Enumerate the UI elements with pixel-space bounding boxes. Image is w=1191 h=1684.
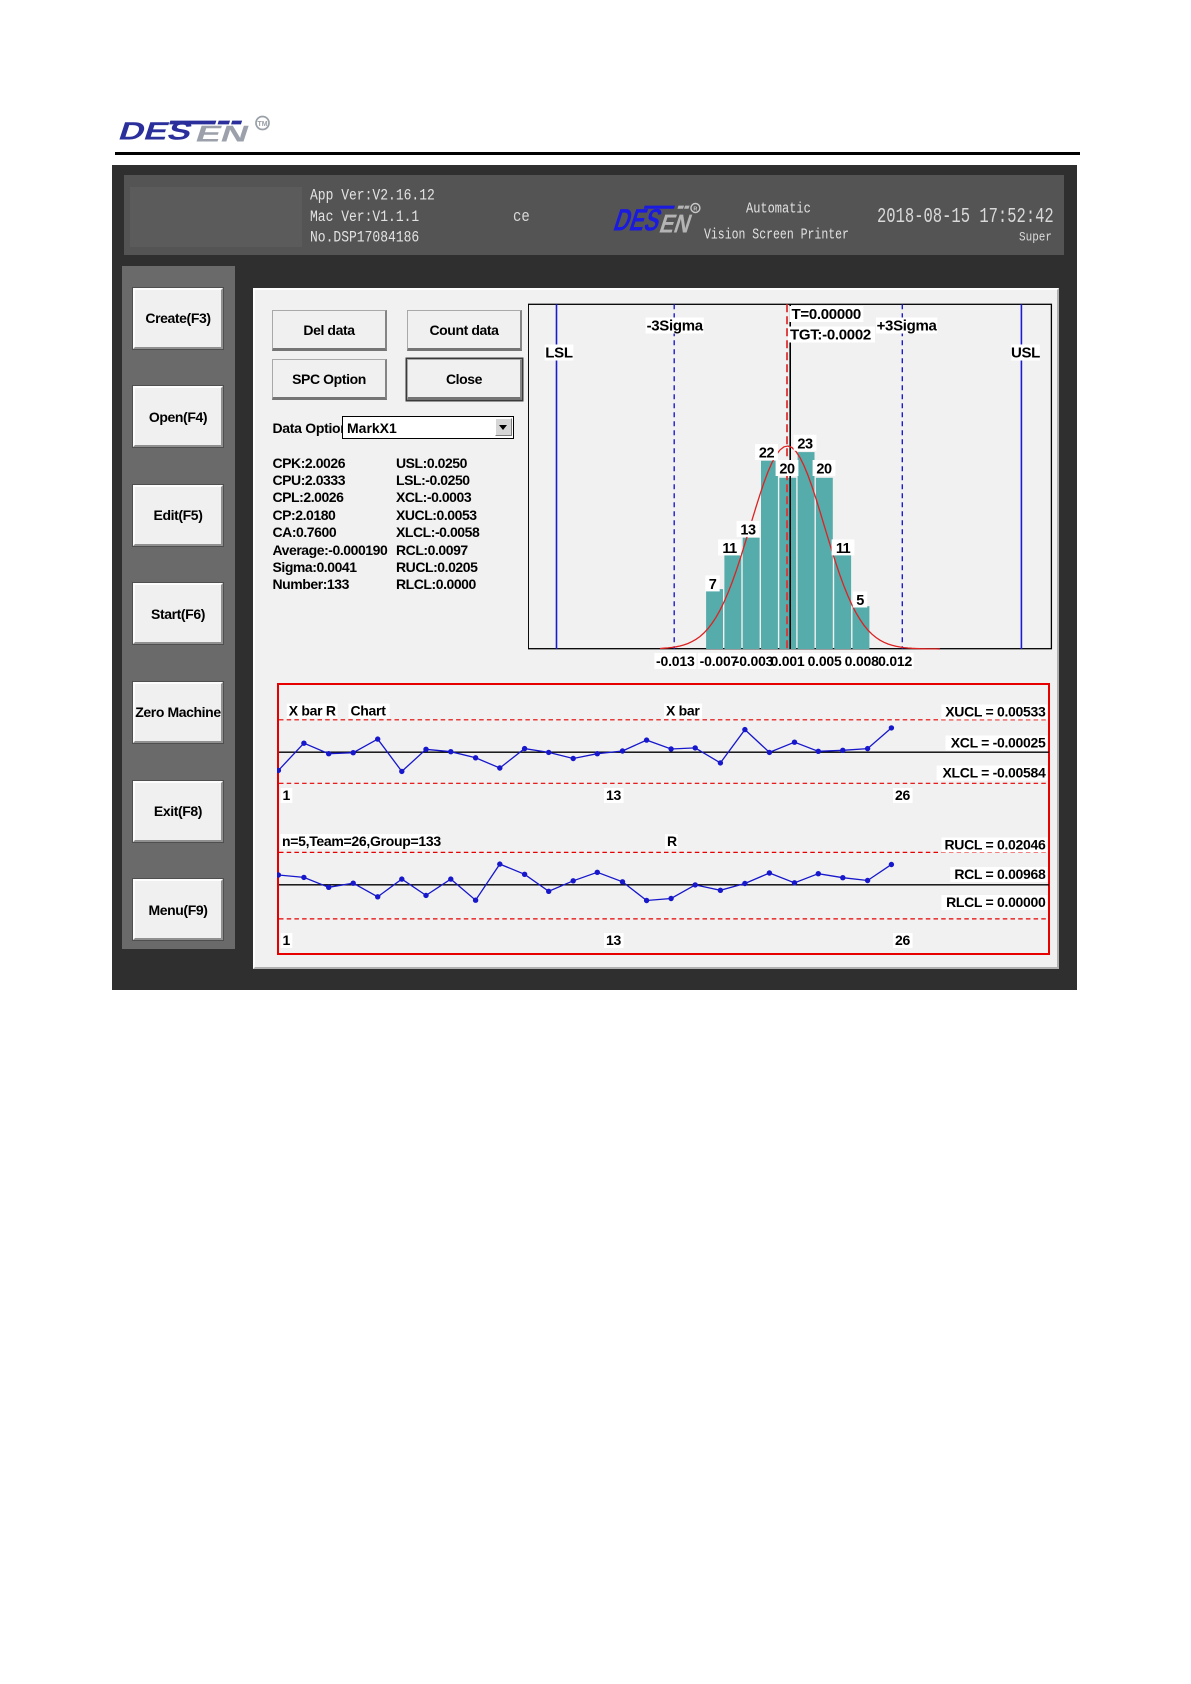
svg-text:RUCL = 0.02046: RUCL = 0.02046 — [945, 837, 1047, 853]
svg-text:USL: USL — [1011, 345, 1040, 362]
svg-text:X bar: X bar — [666, 703, 700, 719]
svg-text:EN: EN — [192, 121, 252, 146]
svg-text:1: 1 — [283, 787, 291, 803]
svg-text:XLCL = -0.00584: XLCL = -0.00584 — [942, 765, 1046, 781]
svg-text:XUCL = 0.00533: XUCL = 0.00533 — [945, 704, 1046, 720]
svg-text:n=5,Team=26,Group=133: n=5,Team=26,Group=133 — [282, 833, 441, 849]
svg-text:23: 23 — [797, 436, 813, 452]
svg-text:11: 11 — [836, 541, 851, 557]
svg-text:R: R — [693, 207, 697, 213]
svg-text:20: 20 — [816, 462, 832, 478]
svg-text:26: 26 — [895, 932, 910, 948]
svg-text:20: 20 — [779, 462, 795, 478]
svg-text:+3Sigma: +3Sigma — [877, 318, 938, 335]
svg-text:T=0.00000: T=0.00000 — [792, 306, 861, 323]
svg-text:RCL = 0.00968: RCL = 0.00968 — [954, 866, 1046, 882]
svg-text:13: 13 — [740, 522, 756, 538]
svg-text:5: 5 — [856, 593, 864, 609]
svg-text:0.012: 0.012 — [878, 653, 912, 669]
svg-text:TGT:-0.0002: TGT:-0.0002 — [790, 327, 871, 344]
svg-text:1: 1 — [283, 932, 291, 948]
svg-text:0.001: 0.001 — [770, 653, 804, 669]
svg-text:-0.013: -0.013 — [656, 653, 695, 669]
svg-text:Chart: Chart — [351, 703, 387, 719]
svg-text:0.005: 0.005 — [808, 653, 842, 669]
svg-text:TM: TM — [257, 121, 267, 128]
svg-text:26: 26 — [895, 787, 910, 803]
svg-text:R: R — [667, 833, 677, 849]
svg-text:XCL = -0.00025: XCL = -0.00025 — [951, 735, 1046, 751]
svg-text:-3Sigma: -3Sigma — [647, 318, 704, 335]
svg-text:13: 13 — [606, 787, 621, 803]
svg-text:22: 22 — [759, 446, 775, 462]
svg-text:-0.003: -0.003 — [735, 653, 774, 669]
svg-text:11: 11 — [722, 541, 737, 557]
svg-text:13: 13 — [606, 932, 621, 948]
svg-text:-0.007: -0.007 — [700, 653, 739, 669]
svg-text:7: 7 — [709, 577, 717, 593]
svg-text:0.008: 0.008 — [845, 653, 879, 669]
svg-text:RLCL = 0.00000: RLCL = 0.00000 — [946, 894, 1046, 910]
svg-text:LSL: LSL — [545, 345, 573, 362]
svg-text:X bar R: X bar R — [289, 703, 336, 719]
